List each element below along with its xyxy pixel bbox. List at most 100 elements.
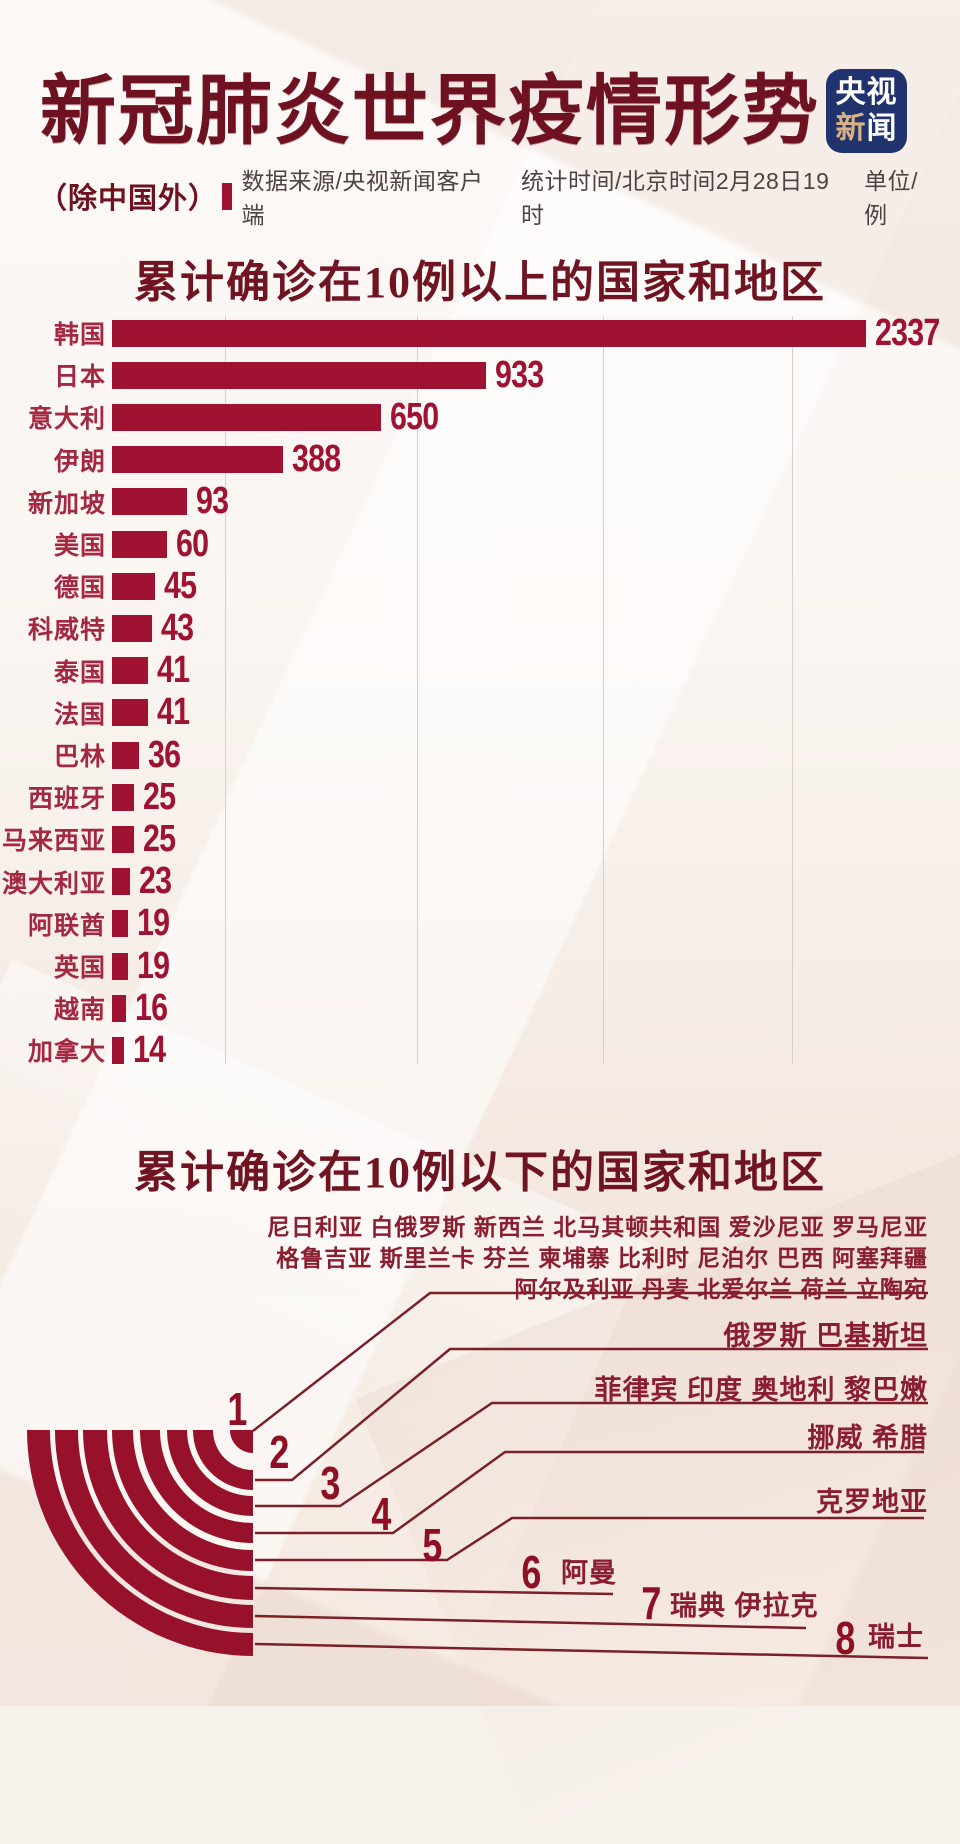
bar-label: 巴林 (53, 743, 106, 771)
leader-line-3 (255, 1401, 928, 1508)
red-tick-icon (221, 182, 232, 210)
bar-value: 19 (137, 944, 170, 987)
bar-label: 日本 (53, 363, 106, 392)
case-count-6: 6 (521, 1546, 541, 1598)
leader-line-7 (254, 1614, 807, 1630)
bar-row: 德国 45 (0, 565, 960, 607)
group-countries-line: 俄罗斯 巴基斯坦 (723, 1321, 928, 1351)
leader-line-8 (254, 1642, 929, 1660)
bar-row: 新加坡 93 (0, 480, 960, 523)
bar-row: 伊朗 388 (0, 438, 960, 481)
bar-label: 澳大利亚 (1, 869, 106, 898)
bar-row: 巴林 36 (0, 734, 960, 776)
bar-row: 澳大利亚 23 (0, 860, 960, 903)
bar-label: 泰国 (53, 658, 106, 687)
bar-label: 伊朗 (53, 447, 106, 476)
bar-value: 16 (135, 986, 168, 1029)
bar-label: 加拿大 (27, 1038, 106, 1067)
bar-rect (112, 1036, 124, 1064)
bar-label: 西班牙 (27, 785, 106, 814)
case-count-5: 5 (422, 1519, 442, 1571)
bar-label: 科威特 (27, 616, 106, 645)
bar-row: 泰国 41 (0, 649, 960, 692)
group-countries-line: 挪威 希腊 (807, 1423, 928, 1453)
group-countries-line: 克罗地亚 (816, 1487, 928, 1517)
group-countries-line: 阿曼 (561, 1558, 617, 1588)
ring-6 (83, 1430, 253, 1600)
group-countries-6: 阿曼 (561, 1557, 617, 1589)
bar-label: 法国 (53, 700, 106, 729)
bar-value: 45 (164, 564, 197, 607)
group-countries-3: 菲律宾 印度 奥地利 黎巴嫩 (594, 1374, 928, 1406)
group-countries-line: 菲律宾 印度 奥地利 黎巴嫩 (594, 1375, 928, 1405)
group-countries-7: 瑞典 伊拉克 (670, 1590, 819, 1622)
case-count-7: 7 (641, 1577, 661, 1629)
bar-value: 43 (161, 606, 194, 649)
bar-label: 意大利 (27, 405, 106, 434)
case-count-8: 8 (835, 1612, 855, 1664)
bar-label: 阿联酋 (27, 911, 106, 940)
bar-rect (112, 361, 486, 389)
time-note: 统计时间/北京时间2月28日19时 (521, 168, 830, 228)
bar-rect (112, 572, 155, 600)
bar-row: 日本 933 (0, 354, 960, 396)
bar-row: 法国 41 (0, 691, 960, 734)
bar-rect (112, 488, 187, 516)
group-countries-line: 格鲁吉亚 斯里兰卡 芬兰 柬埔寨 比利时 尼泊尔 巴西 阿塞拜疆 (276, 1245, 928, 1271)
bar-row: 马来西亚 25 (0, 818, 960, 860)
group-countries-line: 瑞典 伊拉克 (670, 1591, 819, 1621)
group-countries-2: 俄罗斯 巴基斯坦 (723, 1320, 928, 1352)
rings-and-leader-lines (27, 1291, 929, 1660)
bar-rect (112, 657, 148, 685)
bar-label: 新加坡 (27, 489, 106, 518)
ring-5 (112, 1430, 253, 1571)
badge-line1: 央视 (835, 76, 898, 109)
ring-2 (193, 1430, 253, 1490)
leader-line-1 (252, 1291, 928, 1432)
bar-value: 2337 (875, 311, 940, 354)
bar-rect (112, 868, 130, 896)
bar-rect (112, 446, 283, 474)
case-count-3: 3 (320, 1457, 340, 1509)
bar-value: 933 (495, 353, 544, 396)
case-count-4: 4 (371, 1488, 391, 1540)
bar-label: 马来西亚 (1, 827, 106, 856)
leader-line-4 (255, 1450, 924, 1535)
grid-line (225, 316, 226, 1064)
bar-rect (112, 319, 866, 347)
page-background (0, 0, 960, 1706)
badge-line2: 新闻 (836, 111, 898, 147)
grid-line (417, 316, 418, 1064)
bar-row: 科威特 43 (0, 607, 960, 649)
bar-rect (112, 403, 381, 431)
source-note: 数据来源/央视新闻客户端 (241, 168, 484, 228)
group-countries-line: 阿尔及利亚 丹麦 北爱尔兰 荷兰 立陶宛 (514, 1276, 928, 1302)
badge-char-wen: 闻 (866, 112, 898, 145)
bar-value: 19 (137, 902, 170, 945)
bar-value: 41 (157, 649, 190, 692)
bar-rect (112, 699, 148, 727)
ring-3 (167, 1430, 253, 1516)
bar-row: 意大利 650 (0, 396, 960, 438)
bar-rect (112, 530, 167, 558)
badge-char-xin: 新 (835, 112, 867, 145)
group-countries-5: 克罗地亚 (816, 1486, 928, 1518)
bar-row: 韩国 2337 (0, 312, 960, 354)
bar-rect (112, 952, 128, 980)
bar-label: 美国 (53, 532, 106, 560)
bar-row: 阿联酋 19 (0, 902, 960, 945)
bar-row: 美国 60 (0, 523, 960, 565)
bar-value: 36 (148, 733, 181, 776)
bar-rect (112, 910, 128, 938)
bar-rect (112, 614, 152, 642)
unit-note: 单位/例 (864, 168, 918, 228)
grid-line (792, 316, 793, 1064)
case-count-2: 2 (269, 1426, 289, 1478)
bar-value: 25 (143, 817, 176, 860)
bar-rect (112, 825, 134, 853)
bar-label: 韩国 (53, 321, 106, 349)
section-title-below-10: 累计确诊在10例以下的国家和地区 (134, 1148, 826, 1197)
ring-8 (27, 1430, 253, 1656)
bar-label: 德国 (53, 574, 106, 603)
section-title-above-10: 累计确诊在10例以上的国家和地区 (134, 258, 826, 307)
